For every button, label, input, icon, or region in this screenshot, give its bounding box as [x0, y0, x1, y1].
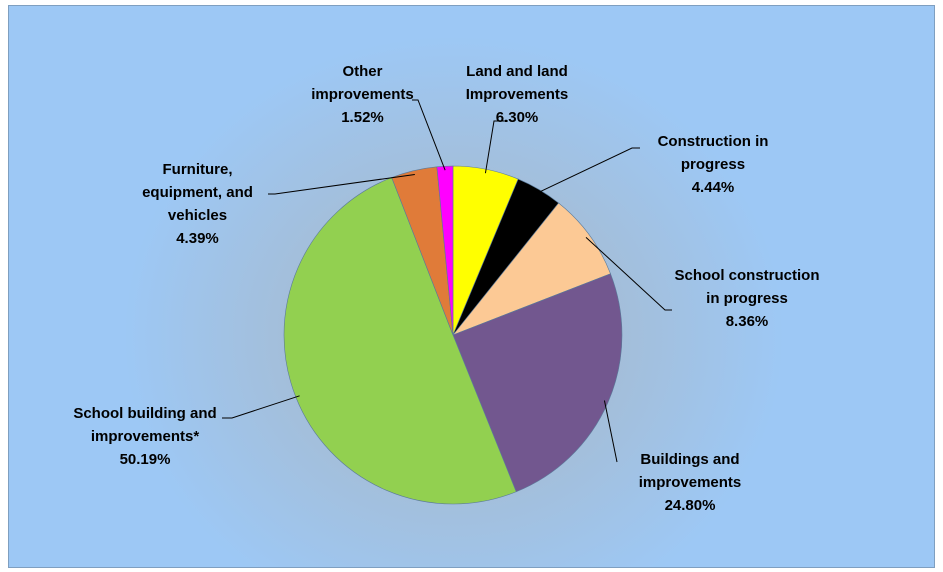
slice-label: Land and land Improvements 6.30%: [457, 60, 577, 129]
value-label: 8.36%: [725, 313, 769, 330]
slice-label: School construction in progress 8.36%: [672, 264, 822, 333]
pie-slice: [452, 273, 623, 493]
category-label: Other improvements: [311, 63, 414, 103]
category-label: Land and land Improvements: [465, 63, 569, 103]
value-label: 50.19%: [119, 451, 171, 468]
leader-line: [536, 147, 640, 194]
category-label: Buildings and improvements: [638, 451, 742, 491]
pie-slice: [452, 202, 611, 336]
category-label: Construction in progress: [657, 133, 769, 173]
value-label: 24.80%: [664, 497, 716, 514]
slice-label: School building and improvements* 50.19%: [70, 402, 220, 471]
slice-label: Furniture, equipment, and vehicles 4.39%: [130, 158, 265, 250]
leader-line: [412, 99, 446, 171]
leader-line: [484, 120, 508, 174]
slice-label: Other improvements 1.52%: [305, 60, 420, 129]
value-label: 4.44%: [691, 179, 735, 196]
slice-label: Buildings and improvements 24.80%: [605, 448, 775, 517]
value-label: 4.39%: [176, 230, 219, 247]
value-label: 6.30%: [495, 109, 539, 126]
value-label: 1.52%: [341, 109, 384, 126]
category-label: School construction in progress: [674, 267, 820, 307]
leader-line: [268, 173, 415, 195]
pie-slice: [436, 165, 454, 336]
category-label: School building and improvements*: [73, 405, 217, 445]
leader-line: [603, 400, 618, 463]
category-label: Furniture, equipment, and vehicles: [142, 161, 253, 224]
leader-line: [222, 395, 300, 419]
slice-label: Construction in progress 4.44%: [638, 130, 788, 199]
leader-line: [585, 236, 672, 311]
